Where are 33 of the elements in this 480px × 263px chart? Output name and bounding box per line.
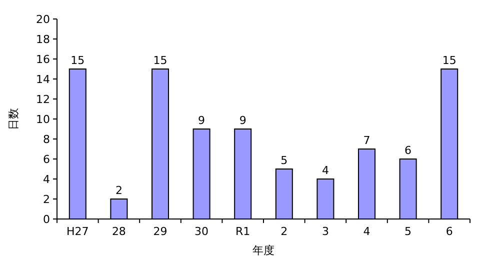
data-label: 9 bbox=[198, 114, 206, 127]
data-label: 5 bbox=[280, 154, 288, 167]
data-label: 9 bbox=[239, 114, 246, 127]
y-tick-label: 6 bbox=[43, 153, 50, 166]
y-tick-label: 16 bbox=[36, 53, 50, 66]
x-tick-label: 2 bbox=[280, 225, 288, 238]
x-tick-label: 3 bbox=[322, 225, 329, 238]
y-tick-label: 18 bbox=[36, 33, 50, 46]
data-label: 2 bbox=[115, 184, 122, 197]
y-tick-label: 0 bbox=[43, 213, 50, 226]
y-tick-label: 12 bbox=[36, 93, 50, 106]
x-tick-label: 4 bbox=[363, 225, 370, 238]
y-tick-label: 4 bbox=[43, 173, 50, 186]
y-tick-label: 8 bbox=[43, 133, 50, 146]
x-tick-label: 6 bbox=[446, 225, 453, 238]
data-label: 7 bbox=[363, 134, 370, 147]
y-axis-title: 日数 bbox=[7, 108, 20, 130]
x-tick-label: H27 bbox=[66, 225, 89, 238]
x-tick-label: 29 bbox=[153, 225, 168, 238]
data-label: 15 bbox=[153, 54, 168, 67]
y-tick-label: 14 bbox=[36, 73, 50, 86]
x-axis-title: 年度 bbox=[252, 244, 274, 257]
data-label: 6 bbox=[404, 144, 412, 157]
x-tick-label: 5 bbox=[404, 225, 412, 238]
y-tick-label: 10 bbox=[36, 113, 50, 126]
y-tick-label: 2 bbox=[43, 193, 50, 206]
x-tick-label: 28 bbox=[112, 225, 126, 238]
y-tick-label: 20 bbox=[36, 13, 50, 26]
x-tick-label: 30 bbox=[194, 225, 209, 238]
x-tick-label: R1 bbox=[236, 225, 250, 238]
data-label: 15 bbox=[442, 54, 456, 67]
data-label: 4 bbox=[322, 164, 329, 177]
data-label: 15 bbox=[70, 54, 85, 67]
